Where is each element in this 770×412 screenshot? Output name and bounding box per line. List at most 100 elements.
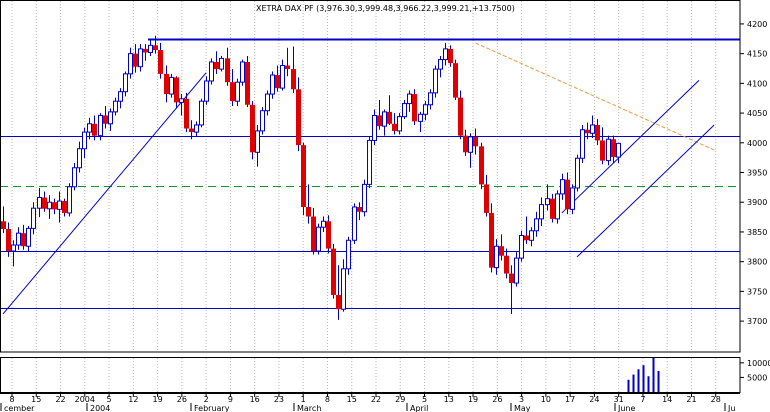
candle-up <box>402 103 407 118</box>
candle-down <box>6 228 11 251</box>
month-label: February <box>194 404 230 412</box>
y-tick-label: 4200 <box>747 20 767 29</box>
candle-down <box>158 50 163 74</box>
x-tick-label: 26 <box>177 395 187 404</box>
candle-up <box>260 110 265 132</box>
candle-up <box>580 129 585 159</box>
candle-up <box>346 239 351 270</box>
x-tick-label: 22 <box>55 395 65 404</box>
trendline <box>576 124 715 258</box>
candle-down <box>463 135 468 153</box>
volume-bars <box>627 357 660 392</box>
candle-down <box>275 75 280 89</box>
candle-up <box>534 218 539 232</box>
candle-down <box>524 235 529 241</box>
y-tick-label: 4050 <box>747 109 767 118</box>
candle-down <box>291 69 296 90</box>
candle-down <box>311 216 316 251</box>
x-tick-label: 24 <box>589 395 599 404</box>
candle-up <box>265 93 270 112</box>
candle-up <box>82 131 87 150</box>
candle-up <box>362 183 367 213</box>
candle-up <box>372 114 377 141</box>
candle-down <box>21 233 26 247</box>
candle-down <box>357 206 362 212</box>
x-tick-label: 17 <box>565 395 575 404</box>
x-tick-label: 26 <box>492 395 502 404</box>
candle-up <box>606 138 611 162</box>
x-tick-label: 28 <box>711 395 721 404</box>
candle-down <box>92 123 97 136</box>
x-tick-label: 12 <box>128 395 138 404</box>
candle-down <box>245 61 250 105</box>
volume-tick-label: 10000 <box>747 359 770 368</box>
x-tick-label: 13 <box>444 395 454 404</box>
candle-up <box>418 113 423 122</box>
candle-up <box>382 111 387 127</box>
x-tick-label: 9 <box>228 395 233 404</box>
candle-up <box>407 93 412 105</box>
candle-down <box>473 136 478 147</box>
candle-up <box>138 48 143 68</box>
candle-up <box>11 244 16 252</box>
month-label: cember <box>4 404 35 412</box>
candle-up <box>240 61 245 83</box>
candle-up <box>341 268 346 310</box>
candle-up <box>428 92 433 106</box>
y-tick-label: 3950 <box>747 169 767 178</box>
x-tick-label: 22 <box>371 395 381 404</box>
x-tick-label: 23 <box>274 395 284 404</box>
x-tick-label: 5 <box>422 395 427 404</box>
candle-up <box>194 124 199 133</box>
y-tick-label: 3800 <box>747 258 767 267</box>
candle-up <box>26 227 31 247</box>
candle-down <box>214 61 219 70</box>
candle-up <box>397 116 402 132</box>
candle-down <box>499 246 504 256</box>
y-tick-label: 3900 <box>747 198 767 207</box>
candle-down <box>250 104 255 153</box>
candle-up <box>443 48 448 61</box>
candle-up <box>57 200 62 210</box>
candle-up <box>560 179 565 195</box>
candle-up <box>352 206 357 241</box>
candle-up <box>529 230 534 241</box>
candle-down <box>153 45 158 51</box>
candle-down <box>595 124 600 141</box>
candle-down <box>184 98 189 129</box>
x-tick-label: 19 <box>153 395 163 404</box>
candle-down <box>387 111 392 124</box>
x-tick-label: 14 <box>662 395 672 404</box>
y-tick-label: 3700 <box>747 317 767 326</box>
x-tick-label: 1 <box>301 395 306 404</box>
candle-up <box>123 73 128 93</box>
chart-title: XETRA DAX PF (3,976.30,3,999.48,3,966.22… <box>256 4 515 13</box>
candle-up <box>321 220 326 228</box>
candle-down <box>484 184 489 213</box>
y-tick-label: 4150 <box>747 50 767 59</box>
candle-up <box>148 44 153 53</box>
candle-up <box>438 59 443 70</box>
candle-down <box>585 129 590 134</box>
candle-up <box>519 235 524 259</box>
candle-down <box>489 212 494 268</box>
candle-down <box>600 140 605 161</box>
price-panel-frame <box>0 0 741 353</box>
x-tick-label: 10 <box>541 395 551 404</box>
candle-down <box>504 255 509 274</box>
candle-up <box>199 100 204 126</box>
candle-down <box>42 197 47 209</box>
x-tick-label: 7 <box>640 395 645 404</box>
trendlines <box>2 42 715 315</box>
candle-up <box>367 139 372 185</box>
candle-up <box>575 157 580 189</box>
month-label: Ju <box>727 404 735 412</box>
y-tick-label: 3850 <box>747 228 767 237</box>
candle-up <box>423 104 428 115</box>
candle-down <box>143 48 148 53</box>
candle-down <box>392 123 397 131</box>
x-tick-label: 8 <box>325 395 330 404</box>
x-tick-label: 21 <box>686 395 696 404</box>
